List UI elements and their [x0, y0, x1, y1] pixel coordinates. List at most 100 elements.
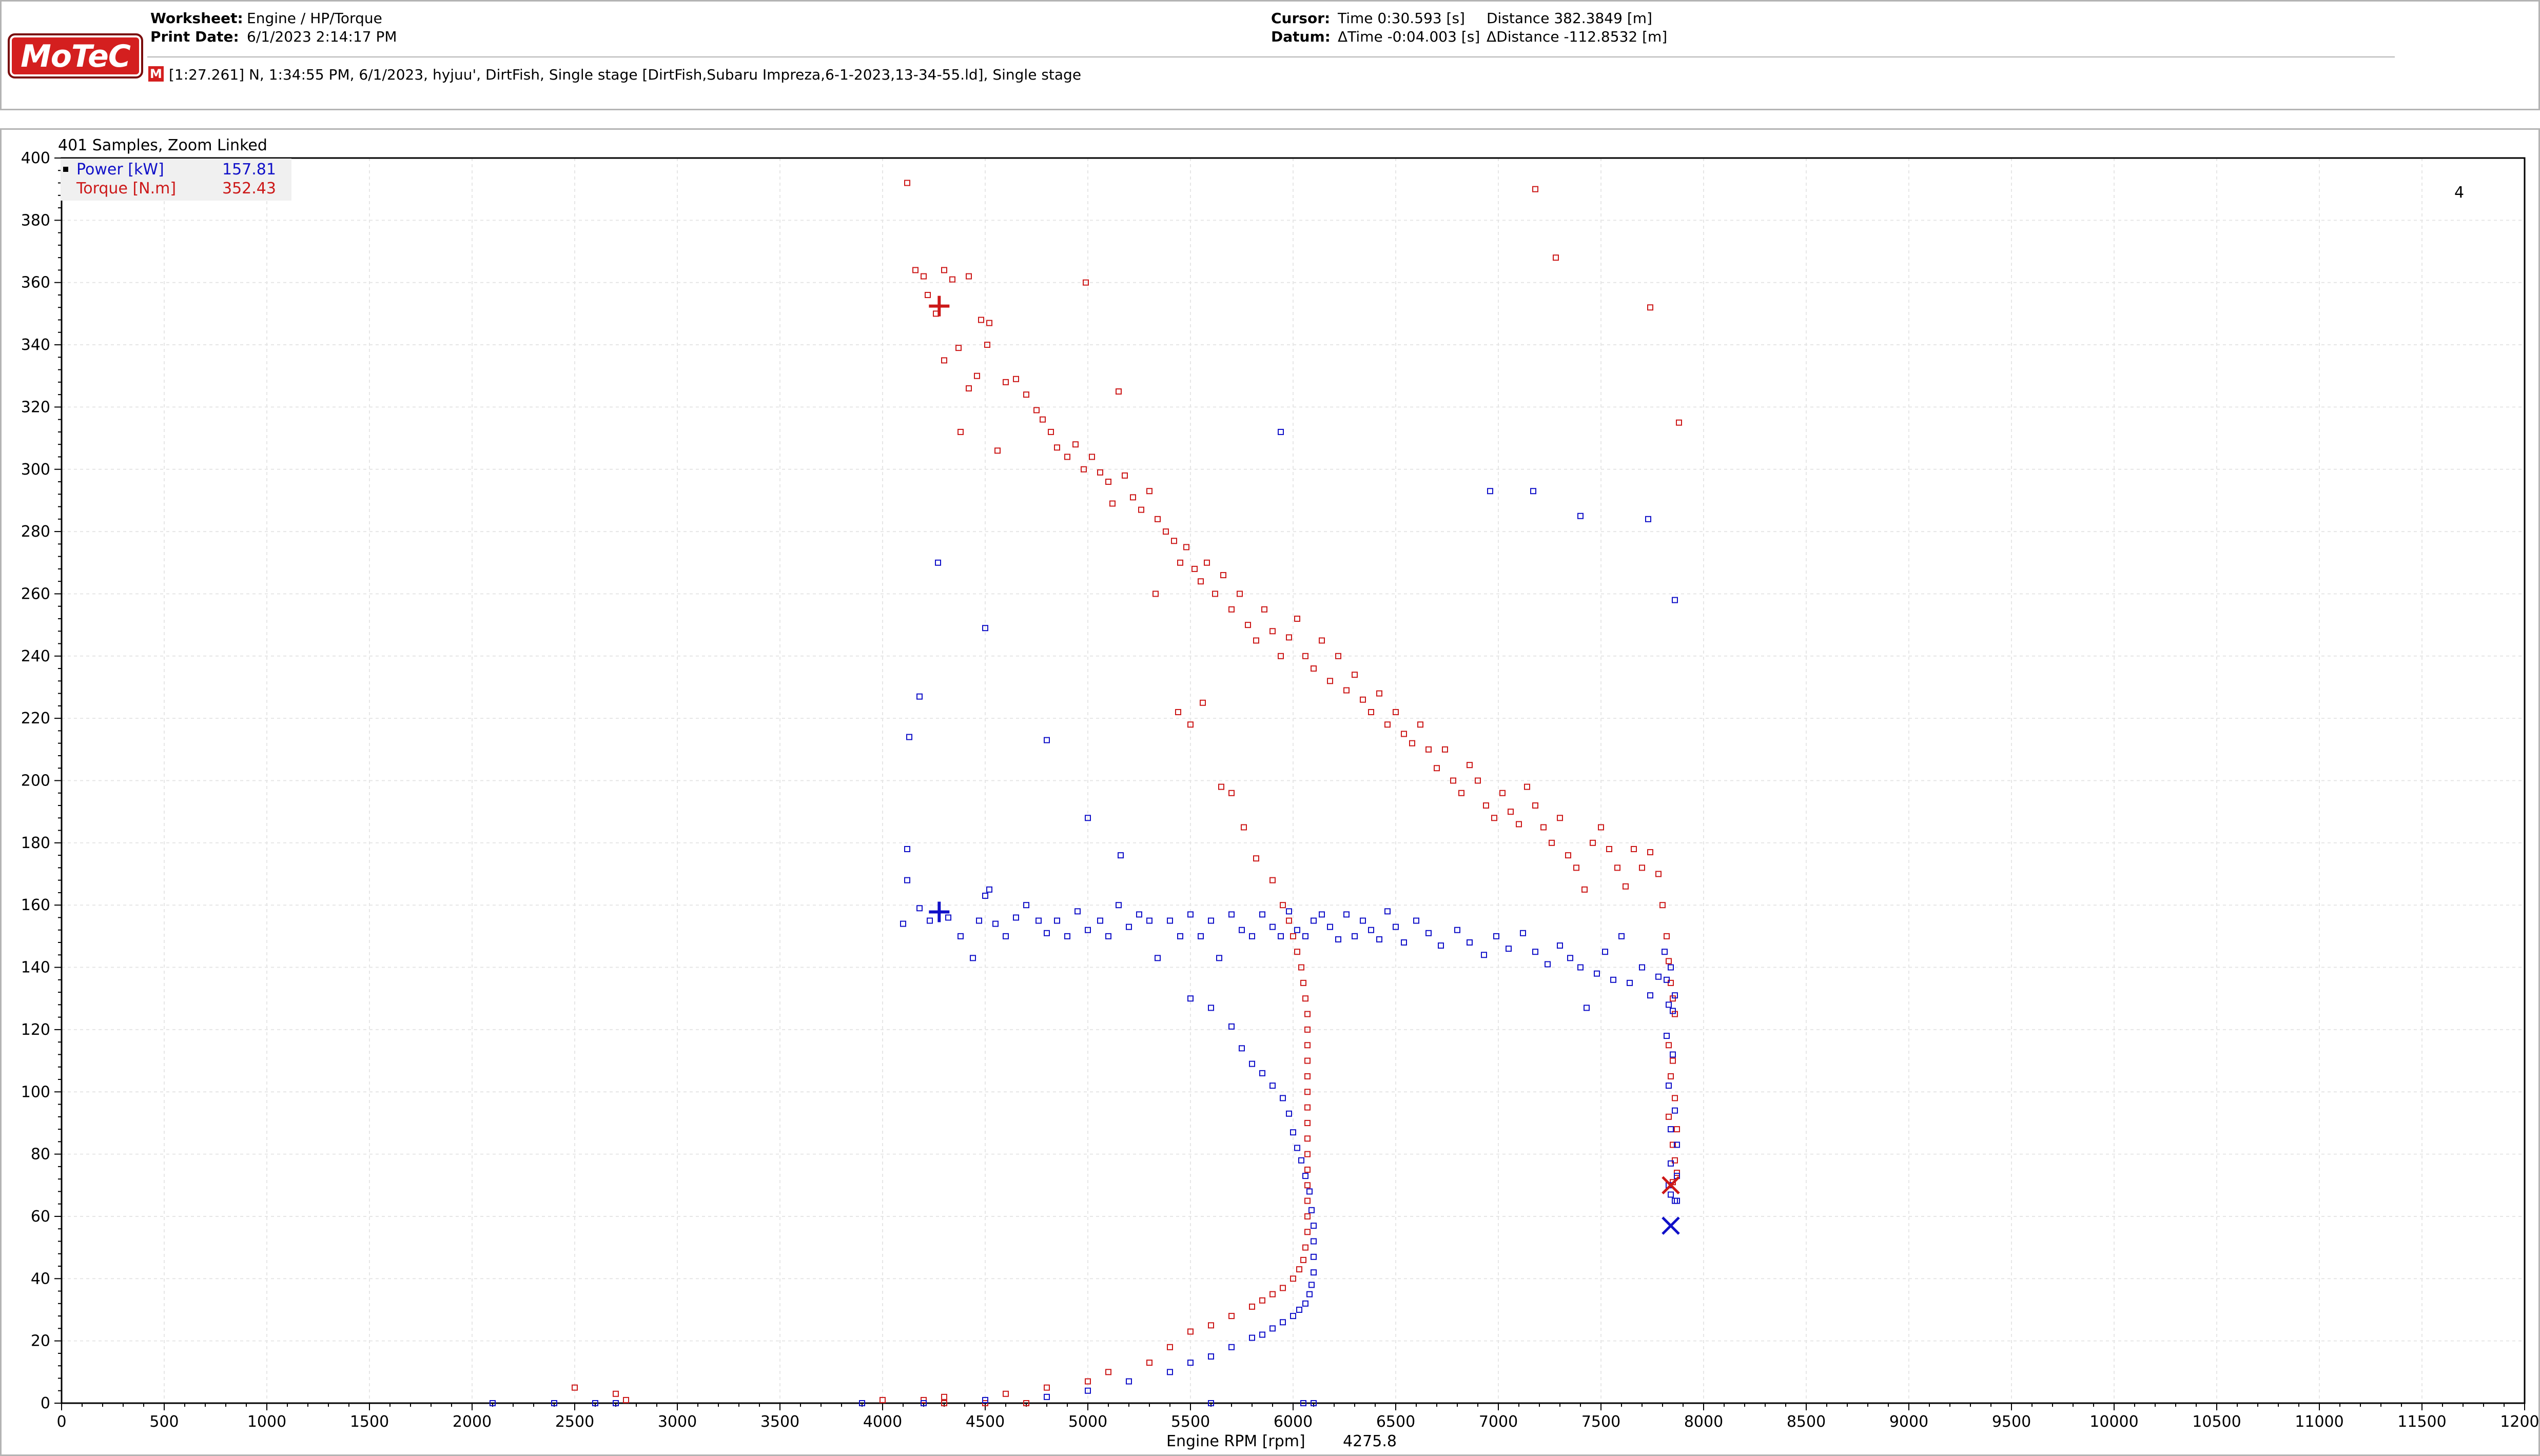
torque-point: [986, 320, 992, 326]
power-point: [1044, 1393, 1050, 1400]
torque-point: [994, 447, 1001, 454]
chart-panel[interactable]: 0 500 1000 1500 2000 2500 3000 3500 4000 4500 5000…: [0, 128, 2540, 1456]
power-point: [490, 1400, 496, 1406]
torque-point: [1666, 1113, 1672, 1120]
torque-point: [1623, 883, 1629, 890]
x-tick-label: 8000: [1684, 1413, 1723, 1431]
torque-point: [1105, 1369, 1111, 1375]
power-point: [1343, 911, 1350, 918]
torque-point: [1417, 721, 1423, 728]
torque-point: [925, 291, 931, 298]
torque-point: [1200, 699, 1206, 706]
power-point: [1280, 1095, 1286, 1101]
torque-point: [1054, 444, 1060, 451]
print-date-label: Print Date:: [150, 28, 239, 45]
torque-point: [978, 317, 984, 323]
legend[interactable]: Power [kW] 157.81 Torque [N.m] 352.43: [61, 159, 291, 201]
power-point: [1300, 1400, 1306, 1406]
scatter-chart[interactable]: 0 500 1000 1500 2000 2500 3000 3500 4000 4500 5000…: [2, 130, 2538, 1454]
legend-power-label[interactable]: Power [kW]: [76, 161, 164, 179]
power-point: [1674, 1197, 1680, 1204]
power-point: [916, 693, 923, 700]
torque-point: [955, 345, 962, 351]
torque-point: [1516, 821, 1522, 828]
power-point: [1294, 927, 1300, 933]
torque-point: [1048, 428, 1054, 435]
power-point: [1085, 815, 1091, 821]
torque-point: [1109, 500, 1116, 507]
y-tick-label: 80: [31, 1146, 50, 1164]
x-cursor-value: 4275.8: [1343, 1432, 1397, 1450]
torque-point: [1442, 746, 1448, 753]
y-tick-label: 60: [31, 1208, 50, 1226]
torque-point: [1659, 902, 1666, 909]
torque-point: [1187, 1328, 1194, 1335]
torque-point: [1304, 1119, 1311, 1126]
power-point: [1532, 949, 1538, 955]
logo-text: MoTeC: [21, 38, 131, 74]
y-tick-label: 280: [21, 523, 50, 541]
torque-point: [921, 273, 927, 280]
y-tick-label: 100: [21, 1083, 50, 1101]
x-axis-title: Engine RPM [rpm]: [1166, 1432, 1305, 1450]
torque-point: [1304, 1197, 1311, 1204]
torque-point: [1666, 1042, 1672, 1049]
torque-point: [1040, 416, 1046, 423]
power-point: [1311, 1238, 1317, 1245]
power-point: [1454, 927, 1460, 933]
torque-point: [1304, 1135, 1311, 1142]
power-point: [1085, 927, 1091, 933]
x-tick-label: 9000: [1889, 1413, 1928, 1431]
power-point: [1116, 902, 1122, 909]
power-point: [1487, 488, 1493, 495]
power-point: [1302, 933, 1308, 939]
torque-point: [1384, 721, 1391, 728]
series-layer: [490, 180, 1682, 1406]
power-point: [1376, 936, 1382, 942]
marker-layer: [929, 296, 1680, 1235]
power-point: [1567, 955, 1573, 961]
cursor-distance: Distance 382.3849 [m]: [1487, 10, 1652, 27]
power-point: [1506, 946, 1512, 952]
power-point: [1146, 917, 1152, 924]
torque-point: [1475, 777, 1481, 784]
power-point: [1674, 1142, 1680, 1148]
power-point: [1668, 1191, 1674, 1198]
torque-point: [966, 385, 972, 391]
x-tick-label: 9500: [1992, 1413, 2031, 1431]
power-point: [1584, 1005, 1590, 1011]
torque-point: [1631, 845, 1637, 852]
session-marker-icon: M: [148, 66, 164, 82]
torque-point: [1191, 565, 1198, 572]
x-tick-label: 1000: [247, 1413, 286, 1431]
power-point: [1672, 1107, 1678, 1114]
power-point: [613, 1400, 619, 1406]
torque-point: [1376, 690, 1382, 697]
torque-point: [1639, 864, 1645, 871]
power-point: [945, 914, 951, 921]
power-point: [1074, 908, 1081, 915]
torque-point: [1319, 637, 1325, 644]
power-point: [1481, 952, 1487, 958]
torque-point: [1304, 1042, 1311, 1049]
torque-point: [1549, 839, 1555, 846]
torque-point: [1606, 845, 1612, 852]
power-point: [1126, 1378, 1132, 1385]
torque-point: [1294, 615, 1300, 622]
torque-point: [1304, 1057, 1311, 1064]
cursor-time: Time 0:30.593 [s]: [1338, 10, 1465, 27]
torque-point: [1064, 454, 1070, 460]
x-tick-label: 2500: [555, 1413, 594, 1431]
power-point: [986, 886, 992, 893]
torque-point: [1003, 1390, 1009, 1397]
power-point: [1136, 911, 1142, 918]
legend-torque-label[interactable]: Torque [N.m]: [76, 180, 176, 198]
torque-point: [1532, 802, 1538, 809]
power-point: [904, 845, 910, 852]
power-point: [1249, 1060, 1255, 1067]
torque-point: [1212, 591, 1218, 597]
power-point: [1239, 1045, 1245, 1052]
power-point: [1311, 917, 1317, 924]
torque-point: [1304, 1104, 1311, 1111]
torque-point: [1672, 1157, 1678, 1164]
